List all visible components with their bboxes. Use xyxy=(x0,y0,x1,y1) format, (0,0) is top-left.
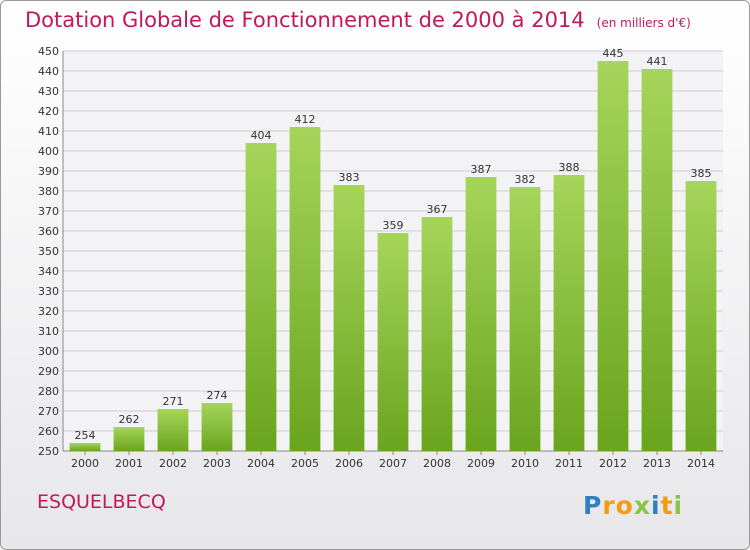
x-tick-label: 2008 xyxy=(423,457,451,470)
x-tick-label: 2001 xyxy=(115,457,143,470)
x-tick-label: 2005 xyxy=(291,457,319,470)
bar xyxy=(377,233,409,451)
bar xyxy=(597,61,629,451)
data-label: 382 xyxy=(515,173,536,186)
proxiti-logo: Proxiti xyxy=(583,491,683,520)
bar xyxy=(69,443,101,451)
y-tick-label: 410 xyxy=(38,125,59,138)
x-tick-label: 2006 xyxy=(335,457,363,470)
bar xyxy=(333,185,365,451)
y-tick-label: 290 xyxy=(38,365,59,378)
y-tick-label: 400 xyxy=(38,145,59,158)
x-tick-label: 2013 xyxy=(643,457,671,470)
x-tick-label: 2004 xyxy=(247,457,275,470)
y-tick-label: 280 xyxy=(38,385,59,398)
bar xyxy=(201,403,233,451)
bar xyxy=(641,69,673,451)
y-tick-label: 360 xyxy=(38,225,59,238)
y-tick-label: 440 xyxy=(38,65,59,78)
x-tick-label: 2010 xyxy=(511,457,539,470)
place-name: ESQUELBECQ xyxy=(37,491,166,513)
title-row: Dotation Globale de Fonctionnement de 20… xyxy=(25,8,691,32)
data-label: 404 xyxy=(251,129,272,142)
y-tick-label: 270 xyxy=(38,405,59,418)
data-label: 445 xyxy=(603,47,624,60)
y-tick-label: 450 xyxy=(38,45,59,58)
x-tick-label: 2003 xyxy=(203,457,231,470)
y-tick-label: 300 xyxy=(38,345,59,358)
data-label: 367 xyxy=(427,203,448,216)
y-tick-label: 380 xyxy=(38,185,59,198)
bar xyxy=(509,187,541,451)
data-label: 262 xyxy=(119,413,140,426)
y-tick-label: 310 xyxy=(38,325,59,338)
data-label: 383 xyxy=(339,171,360,184)
bar xyxy=(421,217,453,451)
bar xyxy=(685,181,717,451)
logo-letter: t xyxy=(660,491,674,520)
x-tick-label: 2012 xyxy=(599,457,627,470)
logo-letter: i xyxy=(673,491,684,520)
bar xyxy=(465,177,497,451)
data-label: 271 xyxy=(163,395,184,408)
logo-letter: x xyxy=(633,491,651,520)
data-label: 441 xyxy=(647,55,668,68)
x-tick-label: 2011 xyxy=(555,457,583,470)
y-tick-label: 430 xyxy=(38,85,59,98)
bar xyxy=(289,127,321,451)
data-label: 388 xyxy=(559,161,580,174)
data-label: 385 xyxy=(691,167,712,180)
y-tick-label: 340 xyxy=(38,265,59,278)
x-tick-label: 2002 xyxy=(159,457,187,470)
bar xyxy=(553,175,585,451)
x-tick-label: 2014 xyxy=(687,457,715,470)
y-tick-label: 350 xyxy=(38,245,59,258)
logo-letter: i xyxy=(651,491,661,520)
y-tick-label: 330 xyxy=(38,285,59,298)
x-tick-label: 2000 xyxy=(71,457,99,470)
data-label: 412 xyxy=(295,113,316,126)
y-tick-label: 250 xyxy=(38,445,59,458)
data-label: 274 xyxy=(207,389,228,402)
data-label: 254 xyxy=(75,429,96,442)
logo-letter: o xyxy=(615,491,634,520)
bar xyxy=(113,427,145,451)
y-tick-label: 370 xyxy=(38,205,59,218)
chart-title: Dotation Globale de Fonctionnement de 20… xyxy=(25,8,585,32)
x-tick-label: 2009 xyxy=(467,457,495,470)
x-tick-label: 2007 xyxy=(379,457,407,470)
y-tick-label: 420 xyxy=(38,105,59,118)
chart-subtitle: (en milliers d'€) xyxy=(596,16,691,30)
data-label: 359 xyxy=(383,219,404,232)
bar xyxy=(157,409,189,451)
y-tick-label: 390 xyxy=(38,165,59,178)
y-tick-label: 320 xyxy=(38,305,59,318)
data-label: 387 xyxy=(471,163,492,176)
y-tick-label: 260 xyxy=(38,425,59,438)
logo-letter: r xyxy=(602,491,616,520)
bar xyxy=(245,143,277,451)
logo-letter: P xyxy=(583,491,603,520)
